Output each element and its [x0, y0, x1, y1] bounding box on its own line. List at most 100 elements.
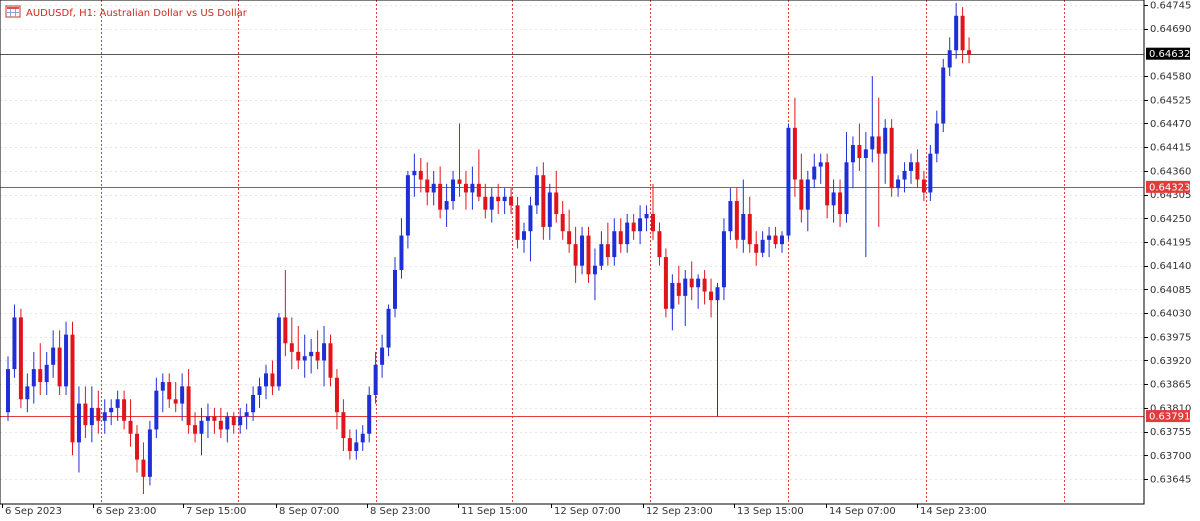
candle — [844, 132, 849, 223]
candle — [967, 37, 972, 64]
y-tick-label: 0.64690 — [1150, 24, 1191, 35]
candle — [83, 386, 88, 439]
candle-body — [360, 433, 365, 443]
candle — [547, 183, 552, 240]
candle-body — [754, 244, 759, 253]
candle-body — [915, 162, 920, 180]
chart-grid-icon[interactable] — [5, 5, 21, 18]
candle-body — [405, 175, 410, 236]
candle — [51, 330, 56, 378]
x-tick-label: 14 Sep 23:00 — [920, 506, 987, 517]
candle — [393, 257, 397, 318]
candle-body — [831, 192, 836, 206]
candle-body — [444, 201, 449, 210]
price-level-badge-label: 0.64323 — [1149, 182, 1190, 193]
candle-body — [741, 213, 746, 240]
candle — [135, 425, 139, 473]
candle-body — [115, 399, 120, 408]
y-tick-label: 0.63975 — [1150, 332, 1191, 343]
candle-body — [173, 399, 178, 404]
candle — [444, 183, 449, 227]
candle — [18, 308, 23, 408]
candle — [689, 261, 694, 301]
candle-body — [315, 351, 320, 361]
candle-body — [212, 416, 217, 421]
candle — [676, 265, 681, 305]
candle-body — [322, 343, 327, 361]
candle-body — [38, 369, 43, 383]
candle — [283, 270, 288, 357]
candle-body — [528, 205, 533, 232]
candle-body — [709, 291, 714, 301]
candle-body — [483, 196, 488, 210]
candle — [109, 399, 114, 426]
y-tick-label: 0.63700 — [1150, 451, 1191, 462]
candle — [257, 377, 262, 408]
candle-body — [638, 218, 643, 232]
candle-body — [418, 170, 423, 180]
candle — [580, 226, 585, 275]
candle — [721, 218, 726, 301]
candle — [38, 343, 43, 395]
candle-body — [567, 231, 572, 245]
candle — [663, 248, 668, 318]
candle — [947, 37, 952, 77]
candle — [954, 2, 959, 59]
candle — [612, 218, 617, 266]
y-tick-label: 0.64305 — [1150, 190, 1191, 201]
candle — [341, 399, 346, 451]
candle — [212, 407, 217, 434]
candle — [909, 153, 913, 184]
candle-body — [760, 239, 765, 253]
candle-body — [838, 192, 843, 214]
candle — [167, 373, 172, 408]
candle — [605, 222, 610, 266]
candle-body — [889, 127, 894, 189]
candle-body — [367, 394, 372, 434]
candle — [618, 218, 623, 253]
candle — [780, 231, 784, 253]
candle — [889, 119, 894, 197]
candle-body — [896, 179, 901, 189]
candle-body — [270, 373, 275, 387]
candle — [44, 351, 49, 395]
candle-body — [689, 278, 694, 288]
time-axis[interactable]: 6 Sep 2023 6 Sep 23:00 7 Sep 15:00 8 Sep 07… — [2, 504, 987, 517]
candle-body — [676, 282, 681, 296]
y-tick-label: 0.64745 — [1150, 1, 1191, 12]
price-axis[interactable]: 0.64745 0.64690 0.64580 0.64525 0.64470 0.644… — [1144, 1, 1191, 486]
candle-body — [618, 231, 623, 245]
current-price-badge-label: 0.64632 — [1149, 49, 1190, 60]
candle — [657, 222, 662, 266]
candle-body — [76, 403, 81, 443]
y-tick-label: 0.64525 — [1150, 95, 1191, 106]
candle — [651, 183, 655, 240]
candle — [289, 317, 294, 370]
candle-body — [825, 162, 830, 206]
candle — [386, 304, 391, 357]
candle-body — [625, 222, 630, 245]
candle — [560, 201, 565, 240]
candle — [522, 222, 526, 253]
candle — [218, 407, 223, 439]
candle-body — [728, 201, 733, 232]
candle-body — [70, 334, 75, 443]
candle — [573, 226, 578, 283]
y-tick-label: 0.63645 — [1150, 475, 1191, 486]
candle-body — [509, 196, 514, 206]
candle-body — [244, 412, 249, 417]
candle — [644, 205, 649, 232]
candle — [838, 179, 843, 227]
candle — [173, 382, 178, 413]
candle — [670, 274, 675, 331]
candle-body — [186, 386, 191, 426]
y-tick-label: 0.64360 — [1150, 166, 1191, 177]
candle-body — [341, 412, 346, 439]
candle-body — [870, 136, 875, 150]
candle — [683, 270, 688, 327]
candle-body — [251, 394, 256, 413]
candle-body — [12, 317, 17, 370]
candle-body — [51, 347, 56, 365]
